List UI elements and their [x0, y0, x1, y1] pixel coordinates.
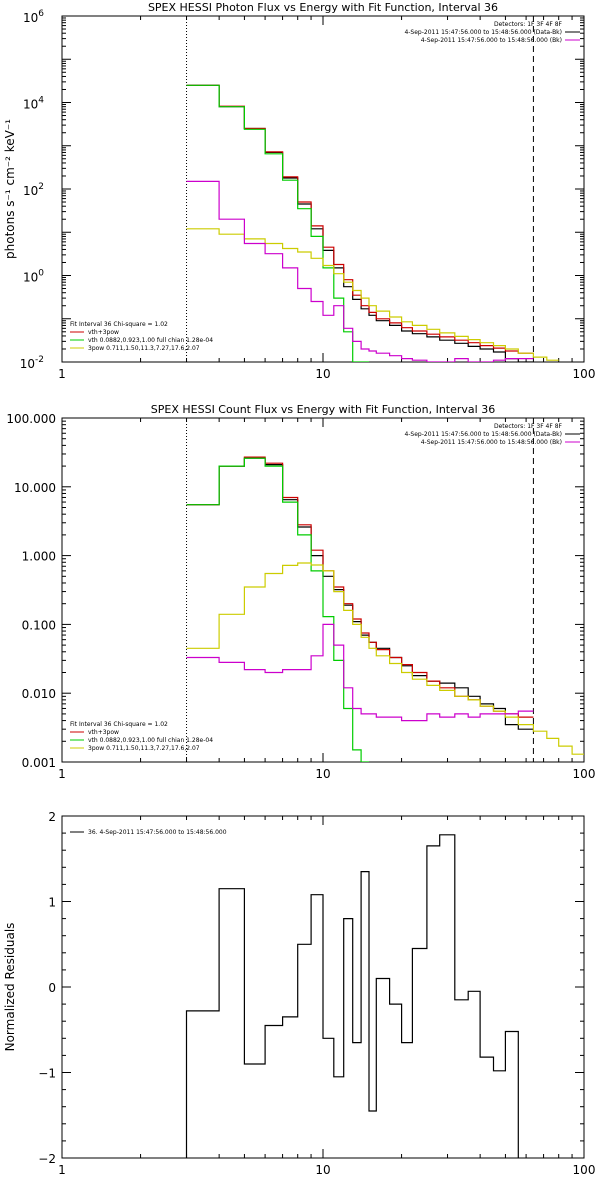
legend-entry: 3pow 0.711,1.50,11.3,7.27,17.6,2.07: [88, 745, 200, 752]
plot-frame: [61, 815, 585, 1159]
chart-1: SPEX HESSI Photon Flux vs Energy with Fi…: [3, 1, 595, 381]
x-tick-label: 1: [58, 767, 66, 781]
y-tick-label: −2: [38, 1152, 56, 1166]
series-vth-3pow: [186, 84, 534, 354]
series-3pow: [186, 562, 584, 755]
x-tick-label: 10: [315, 1163, 330, 1177]
series-3pow: [186, 228, 559, 361]
y-tick-label: 1: [48, 896, 56, 910]
legend-entry: Detectors: 1F 3F 4F 8F: [494, 21, 563, 28]
legend-entry: Fit Interval 36 Chi-square = 1.02: [70, 321, 168, 328]
y-tick-label: 0.100: [22, 618, 56, 632]
chart-title: SPEX HESSI Photon Flux vs Energy with Fi…: [148, 1, 498, 14]
y-tick-label: 0.010: [22, 687, 56, 701]
series-data-bk: [186, 84, 534, 362]
y-axis: 10-2 100 102 104 106: [20, 9, 584, 371]
y-tick-label: 106: [23, 9, 44, 25]
x-axis: 1 10 100: [58, 16, 595, 381]
legend-entry: 4-Sep-2011 15:47:56.000 to 15:48:56.000 …: [404, 431, 562, 438]
series-bk: [186, 623, 534, 722]
y-axis-label: Normalized Residuals: [3, 923, 17, 1052]
plot-frame: [61, 15, 585, 363]
y-tick-label: 100.000: [6, 412, 56, 426]
chart-3: Normalized Residuals 1 10 100 −2 −1 0 1 2 36. 4-S…: [3, 810, 595, 1177]
y-tick-label: 104: [23, 96, 44, 112]
series-36: [185, 834, 519, 1158]
y-tick-label: 0: [48, 981, 56, 995]
legend-entry: Fit Interval 36 Chi-square = 1.02: [70, 721, 168, 728]
legend-entry: 3pow 0.711,1.50,11.3,7.27,17.6,2.07: [88, 345, 200, 352]
y-tick-label: 100: [23, 269, 44, 285]
x-tick-label: 1: [58, 367, 66, 381]
x-tick-label: 100: [573, 1163, 596, 1177]
legend-entry: vth 0.0882,0.923,1.00 full chian 1.28e-0…: [88, 737, 213, 744]
data-series: [185, 834, 519, 1158]
y-axis: −2 −1 0 1 2: [38, 810, 584, 1166]
y-axis: 0.001 0.010 0.100 1.000 10.000 100.000: [6, 412, 584, 770]
series-bk: [186, 180, 534, 362]
series-vth: [186, 457, 369, 762]
data-series: [186, 84, 559, 362]
x-tick-label: 1: [58, 1163, 66, 1177]
y-tick-label: 1.000: [22, 550, 56, 564]
legend-entry: 36. 4-Sep-2011 15:47:56.000 to 15:48:56.…: [88, 829, 227, 836]
legend-entry: vth+3pow: [88, 729, 119, 736]
series-vth-3pow: [186, 456, 534, 718]
y-tick-label: 10-2: [20, 355, 44, 371]
legend-entry: vth 0.0882,0.923,1.00 full chian 1.28e-0…: [88, 337, 213, 344]
series-vth: [186, 84, 369, 362]
series-data-bk: [186, 457, 534, 730]
plot-frame: [61, 417, 585, 763]
x-tick-label: 10: [315, 767, 330, 781]
x-tick-label: 100: [573, 767, 596, 781]
y-tick-label: 2: [48, 810, 56, 824]
y-tick-label: 0.001: [22, 756, 56, 770]
legend-entry: vth+3pow: [88, 329, 119, 336]
y-tick-label: 10.000: [14, 481, 56, 495]
legend-entry: 4-Sep-2011 15:47:56.000 to 15:48:56.000 …: [421, 439, 562, 446]
chart-2: SPEX HESSI Count Flux vs Energy with Fit…: [6, 403, 595, 781]
legend-entry: Detectors: 1F 3F 4F 8F: [494, 423, 563, 430]
chart-title: SPEX HESSI Count Flux vs Energy with Fit…: [151, 403, 495, 416]
data-series: [186, 456, 584, 762]
y-tick-label: 102: [23, 182, 44, 198]
legend-entry: 4-Sep-2011 15:47:56.000 to 15:48:56.000 …: [404, 29, 562, 36]
y-tick-label: −1: [38, 1067, 56, 1081]
x-tick-label: 100: [573, 367, 596, 381]
y-axis-label: photons s⁻¹ cm⁻² keV⁻¹: [3, 119, 17, 259]
legend-entry: 4-Sep-2011 15:47:56.000 to 15:48:56.000 …: [421, 37, 562, 44]
x-tick-label: 10: [315, 367, 330, 381]
x-axis: 1 10 100: [58, 816, 595, 1177]
